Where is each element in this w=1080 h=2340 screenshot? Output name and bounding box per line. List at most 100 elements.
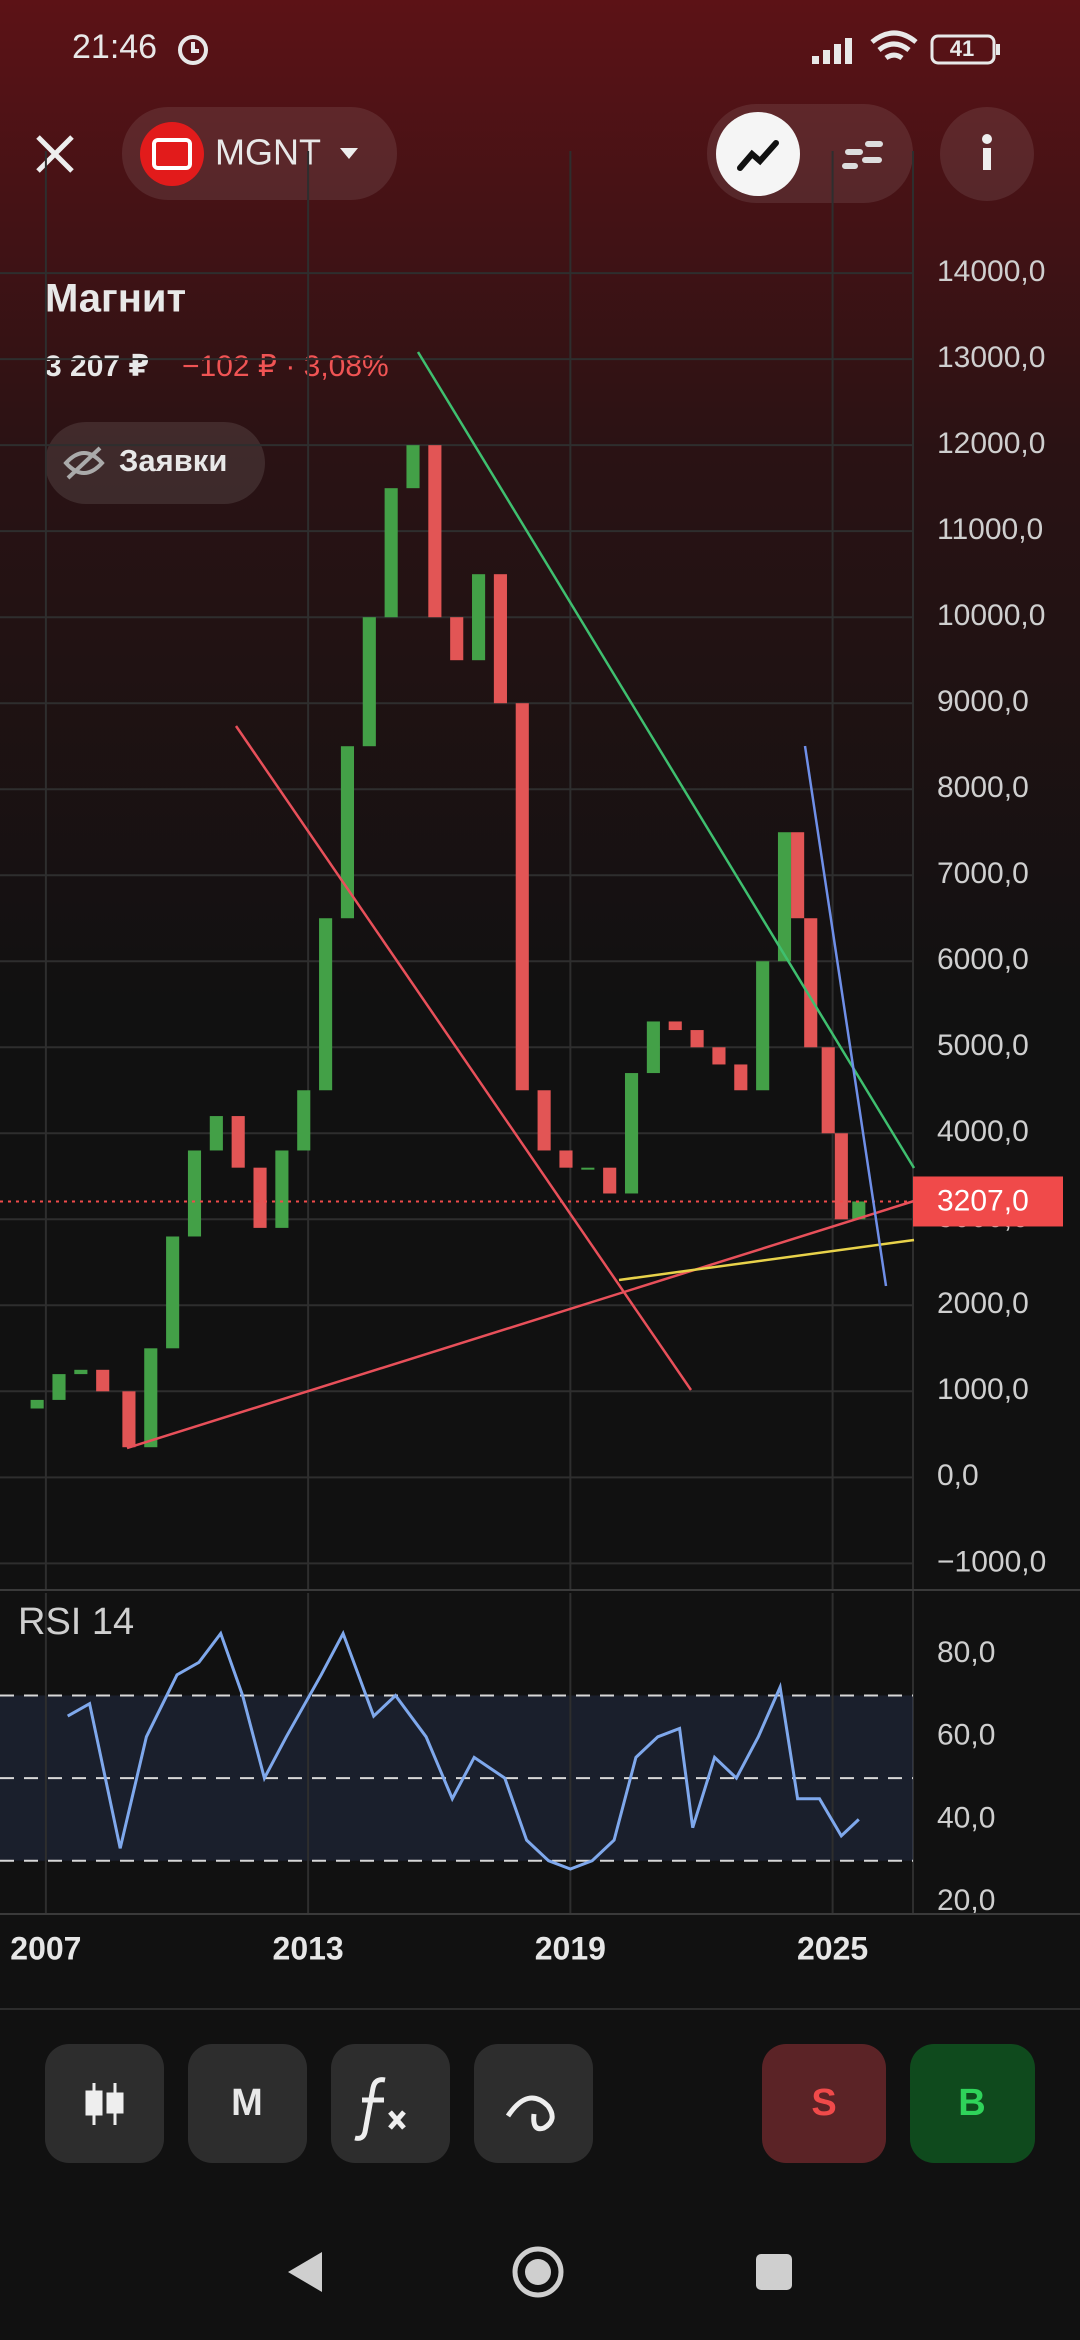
ticker-logo bbox=[140, 122, 204, 186]
candle bbox=[791, 832, 805, 919]
candles-icon bbox=[85, 2083, 124, 2125]
y-tick-label: 5000,0 bbox=[937, 1029, 1029, 1062]
candle bbox=[231, 1116, 245, 1168]
battery-level: 41 bbox=[950, 36, 974, 61]
charts: 14000,0 13000,0 12000,0 11000,0 10000,0 9000,… bbox=[0, 151, 1080, 1966]
candle bbox=[275, 1150, 289, 1228]
candle bbox=[777, 832, 792, 962]
candle bbox=[96, 1369, 110, 1392]
sell-button[interactable] bbox=[762, 2044, 886, 2163]
candle-mode-icon[interactable] bbox=[842, 141, 883, 169]
indicators-button[interactable] bbox=[331, 2044, 450, 2163]
trend-line bbox=[803, 745, 888, 1287]
orders-button[interactable] bbox=[45, 422, 265, 504]
candle bbox=[122, 1391, 136, 1448]
y-tick-label: 7000,0 bbox=[937, 857, 1029, 890]
candle bbox=[690, 1030, 704, 1048]
nav-home[interactable] bbox=[512, 2246, 564, 2298]
battery bbox=[930, 34, 996, 65]
instrument-price: 3 207 ₽ bbox=[45, 350, 149, 383]
wifi-icon bbox=[870, 30, 918, 61]
candle bbox=[362, 617, 376, 747]
candle bbox=[297, 1090, 311, 1151]
candle bbox=[209, 1116, 223, 1151]
y-tick-label: 10000,0 bbox=[937, 599, 1045, 632]
interval-button[interactable] bbox=[188, 2044, 307, 2163]
candle bbox=[852, 1201, 866, 1220]
close-button[interactable] bbox=[36, 135, 74, 173]
y-tick-label: 4000,0 bbox=[937, 1115, 1029, 1148]
candle bbox=[581, 1167, 595, 1170]
rsi-line bbox=[66, 1629, 860, 1871]
sell-label: S bbox=[811, 2082, 836, 2124]
candle bbox=[187, 1150, 202, 1237]
instrument-name: Магнит bbox=[45, 277, 186, 321]
candle bbox=[450, 617, 464, 661]
y-tick-label: 9000,0 bbox=[937, 685, 1029, 718]
candle bbox=[515, 703, 529, 1091]
indicator-title: RSI 14 bbox=[18, 1601, 134, 1643]
trend-line bbox=[234, 725, 693, 1391]
ticker-dropdown bbox=[340, 148, 358, 159]
trend-line bbox=[618, 1238, 915, 1282]
line-mode-icon bbox=[737, 140, 779, 171]
nav-recents[interactable] bbox=[756, 2254, 792, 2290]
x-tick-label: 2019 bbox=[535, 1930, 606, 1966]
candle bbox=[668, 1021, 682, 1031]
y-tick-label: 14000,0 bbox=[937, 255, 1045, 288]
x-tick-label: 2013 bbox=[273, 1930, 344, 1966]
trend-line bbox=[416, 351, 916, 1169]
candle bbox=[406, 445, 420, 489]
candle bbox=[646, 1021, 660, 1074]
chart-type-button[interactable] bbox=[45, 2044, 164, 2163]
x-tick-label: 2007 bbox=[10, 1930, 81, 1966]
candle bbox=[712, 1047, 726, 1065]
x-tick-label: 2025 bbox=[797, 1930, 868, 1966]
candle bbox=[340, 746, 355, 919]
candle bbox=[804, 918, 818, 1048]
candle bbox=[537, 1090, 551, 1151]
candle bbox=[472, 574, 486, 661]
orders-button-label: Заявки bbox=[119, 443, 227, 478]
candle bbox=[559, 1150, 573, 1168]
fx-icon bbox=[354, 2077, 406, 2141]
candle bbox=[52, 1374, 66, 1400]
y-tick-label: 6000,0 bbox=[937, 943, 1029, 976]
buy-label: B bbox=[958, 2082, 985, 2124]
candle bbox=[144, 1348, 158, 1448]
nav-back[interactable] bbox=[288, 2252, 322, 2292]
last-price-tag bbox=[913, 1176, 1063, 1227]
last-price-label: 3207,0 bbox=[937, 1184, 1029, 1217]
ticker: MGNT bbox=[215, 132, 321, 173]
status-time: 21:46 bbox=[72, 28, 157, 66]
line-mode-button[interactable] bbox=[716, 112, 800, 196]
signal-icon bbox=[812, 38, 852, 64]
candle bbox=[603, 1167, 617, 1194]
y-tick-label: 20,0 bbox=[937, 1884, 995, 1917]
candle bbox=[624, 1073, 639, 1194]
candle bbox=[319, 918, 333, 1091]
buy-button[interactable] bbox=[910, 2044, 1035, 2163]
drawing-button[interactable] bbox=[474, 2044, 593, 2163]
alarm-icon bbox=[178, 35, 208, 65]
candle bbox=[384, 488, 398, 618]
candle bbox=[834, 1133, 848, 1220]
trend-line bbox=[126, 1199, 915, 1450]
y-tick-label: 0,0 bbox=[937, 1459, 979, 1492]
drawing-icon bbox=[505, 2095, 555, 2132]
candle bbox=[734, 1064, 748, 1091]
candle bbox=[74, 1369, 88, 1375]
ticker-logo-mark bbox=[152, 138, 192, 170]
hidden-eye-icon bbox=[63, 446, 105, 480]
candle bbox=[756, 961, 770, 1091]
trend-lines bbox=[126, 351, 916, 1450]
instrument-change: −102 ₽ · 3,08% bbox=[182, 350, 389, 383]
y-tick-label: −1000,0 bbox=[937, 1545, 1046, 1578]
battery-tip bbox=[996, 44, 1000, 55]
candle bbox=[493, 574, 507, 704]
y-tick-label: 1000,0 bbox=[937, 1373, 1029, 1406]
candle bbox=[428, 445, 442, 618]
y-tick-label: 40,0 bbox=[937, 1801, 995, 1834]
y-tick-label: 13000,0 bbox=[937, 341, 1045, 374]
